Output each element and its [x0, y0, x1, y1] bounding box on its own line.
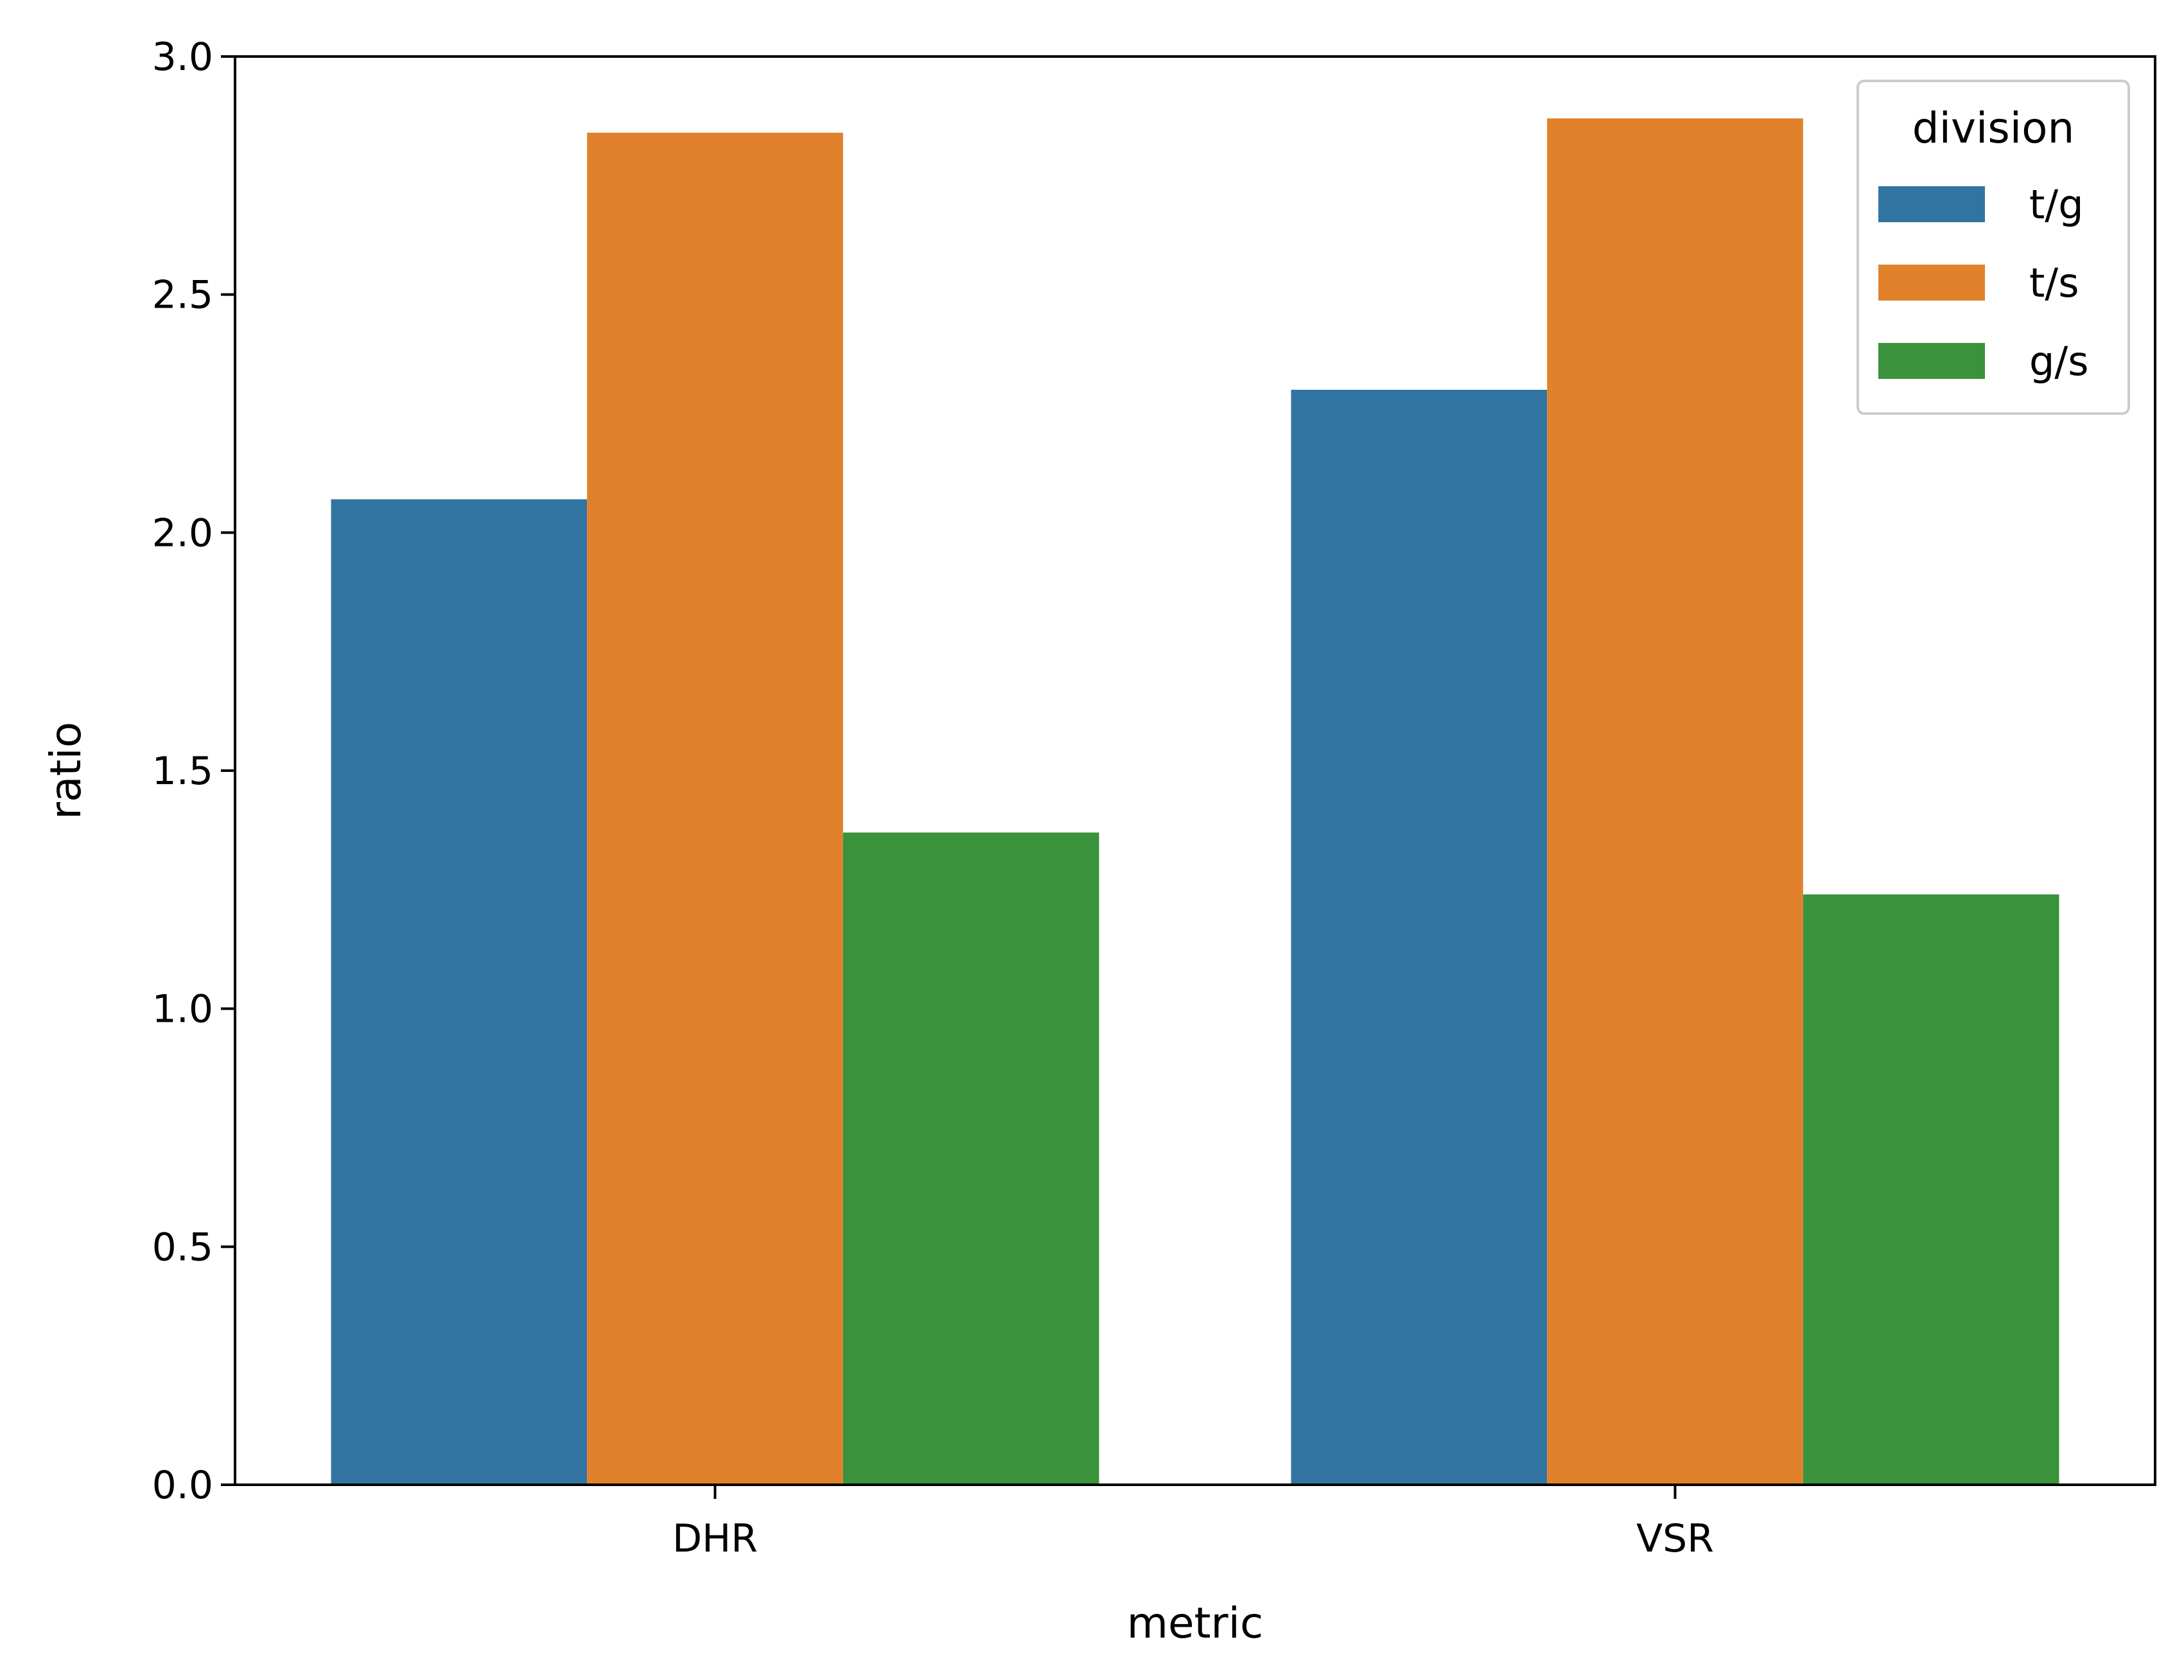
y-tick-label: 1.5 — [152, 749, 213, 794]
y-tick-label: 1.0 — [152, 987, 213, 1032]
plot-frame — [234, 55, 2156, 1486]
bar-vsr-t-g — [1291, 389, 1548, 1485]
x-tick-label-vsr: VSR — [1636, 1516, 1714, 1561]
legend-swatch-t-g — [1878, 186, 1985, 222]
x-axis-ticks: DHR VSR — [672, 1485, 1714, 1561]
legend-label-t-s: t/s — [2029, 259, 2079, 306]
legend-items: t/g t/s g/s — [1878, 181, 2089, 385]
bars-group — [331, 118, 2059, 1485]
legend-label-t-g: t/g — [2029, 181, 2084, 228]
legend-swatch-t-s — [1878, 265, 1985, 301]
bar-vsr-t-s — [1547, 118, 1803, 1485]
x-axis-label: metric — [1127, 1598, 1264, 1648]
y-tick-label: 0.5 — [152, 1225, 213, 1270]
legend: division t/g t/s g/s — [1856, 80, 2130, 415]
legend-label-g-s: g/s — [2029, 338, 2089, 385]
y-tick-label: 3.0 — [152, 35, 213, 80]
y-tick-label: 2.5 — [152, 273, 213, 318]
y-axis-label: ratio — [41, 722, 91, 819]
y-tick-label: 2.0 — [152, 511, 213, 556]
y-axis-ticks: 0.0 0.5 1.0 1.5 2.0 2.5 3.0 — [152, 35, 235, 1508]
x-tick-label-dhr: DHR — [672, 1516, 758, 1561]
legend-swatch-g-s — [1878, 343, 1985, 379]
bar-dhr-g-s — [843, 832, 1099, 1485]
legend-title: division — [1912, 103, 2075, 153]
bar-dhr-t-s — [587, 132, 843, 1485]
bar-dhr-t-g — [331, 499, 588, 1485]
bar-vsr-g-s — [1803, 894, 2059, 1485]
y-tick-label: 0.0 — [152, 1463, 213, 1508]
legend-box — [1856, 80, 2130, 415]
